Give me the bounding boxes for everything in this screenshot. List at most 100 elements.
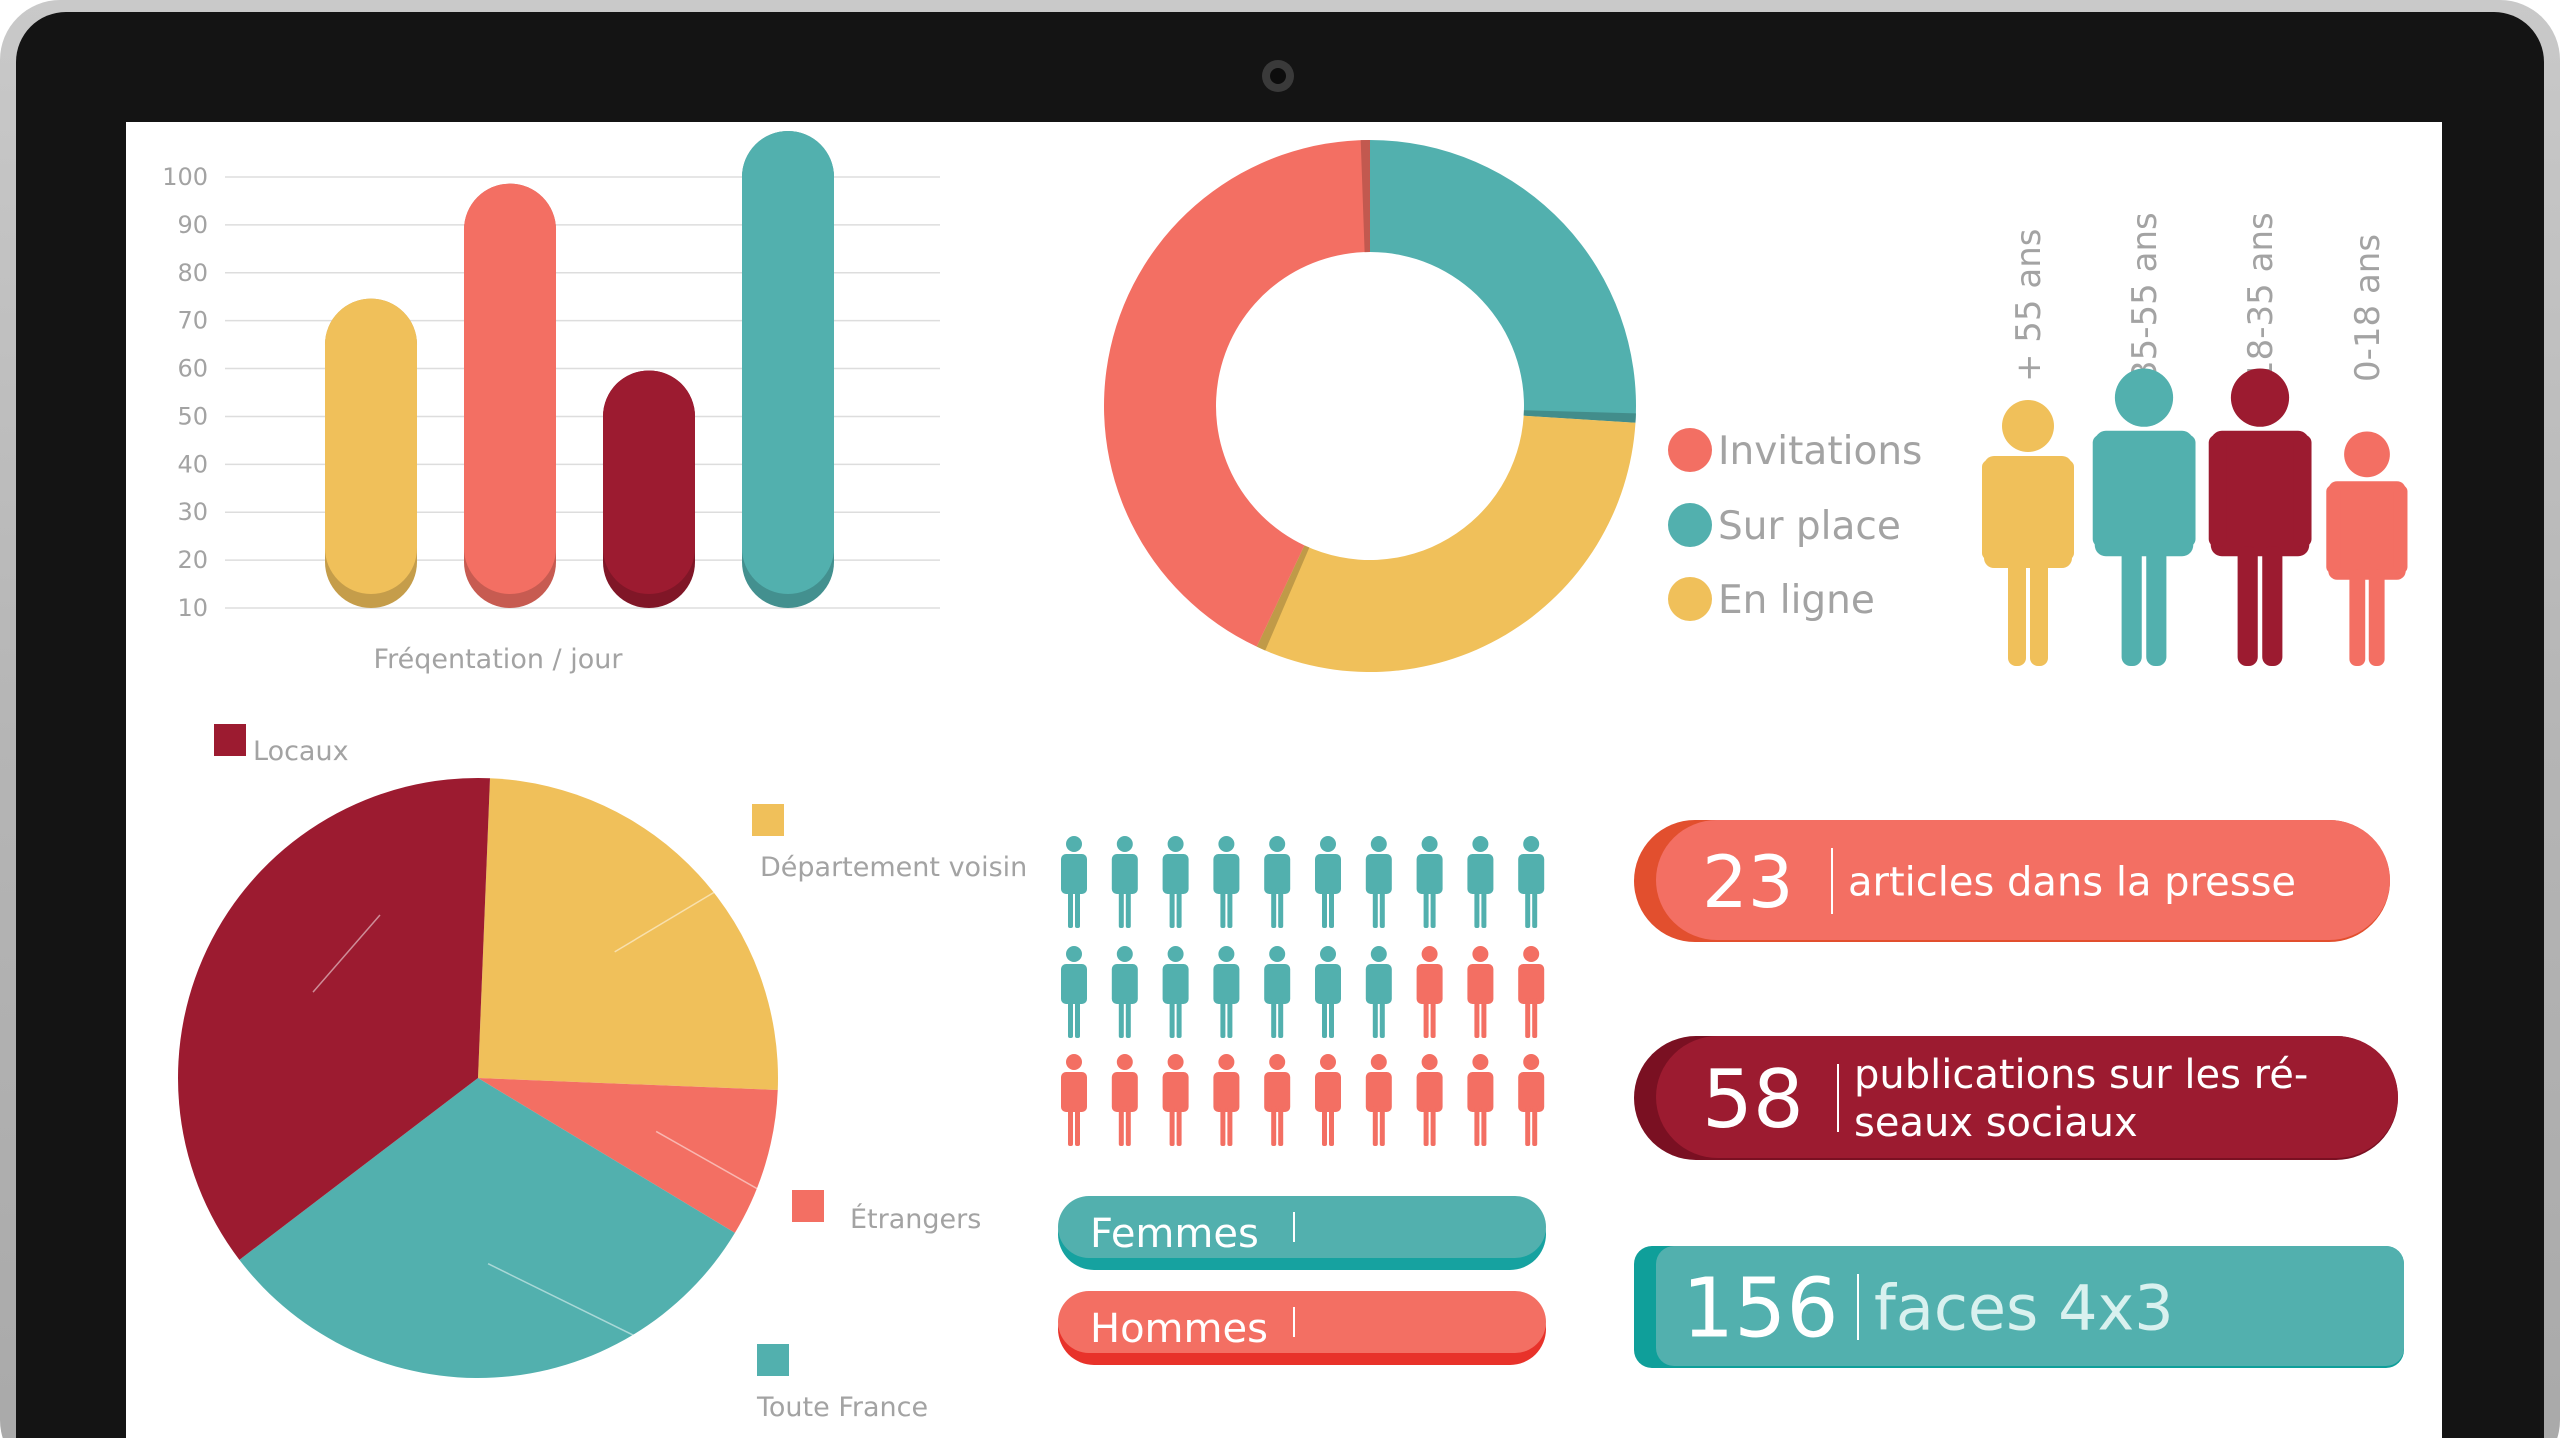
legend-swatch — [1668, 428, 1712, 472]
stat-pill: 23 articles dans la presse — [1634, 820, 2390, 942]
y-tick-label: 80 — [177, 259, 208, 287]
leader-line — [312, 914, 381, 993]
person-figure — [1982, 400, 2074, 666]
donut-slice — [1370, 140, 1636, 423]
person-body — [2094, 430, 2194, 557]
donut-slice — [1103, 140, 1370, 647]
pie-label-text: Locaux — [253, 736, 349, 767]
person-body — [2210, 430, 2310, 557]
person-head — [2114, 368, 2174, 427]
gender-bars: Femmes Hommes — [1058, 1196, 1546, 1365]
gender-bar-label: Femmes — [1090, 1211, 1259, 1257]
pie-label-swatch — [214, 724, 246, 756]
person-body — [2328, 481, 2406, 580]
gender-bar-body — [1058, 1291, 1546, 1353]
legend-label: En ligne — [1718, 578, 1875, 623]
age-group-label: 0-18 ans — [2348, 234, 2388, 382]
age-group: 35-55 ans — [2092, 212, 2196, 666]
donut-slice-edge — [1256, 545, 1310, 651]
stat-pill-body — [1656, 820, 2390, 940]
person-arm — [2393, 485, 2408, 574]
person-arm — [2092, 434, 2111, 547]
bar-body — [325, 298, 417, 594]
y-tick-label: 10 — [177, 594, 208, 622]
bar-body — [603, 370, 695, 594]
bar — [464, 183, 556, 608]
pie-label: Toute France — [487, 1263, 928, 1423]
stat-pill-body — [1656, 1246, 2404, 1366]
y-tick-label: 20 — [177, 546, 208, 574]
pie-label-text: Toute France — [756, 1392, 928, 1423]
person-leg — [2237, 546, 2258, 666]
x-axis-label: Fréqentation / jour — [374, 644, 624, 675]
y-tick-label: 70 — [177, 307, 208, 335]
person-head — [2344, 431, 2390, 478]
stat-pill-body — [1656, 1036, 2398, 1158]
person-leg — [2030, 558, 2048, 666]
age-group: 0-18 ans — [2326, 234, 2408, 666]
webcam-lens-icon — [1270, 68, 1286, 84]
stat-number: 156 — [1682, 1262, 1839, 1357]
person-body — [1984, 456, 2072, 568]
person-leg — [2008, 558, 2026, 666]
person-leg — [2368, 569, 2385, 666]
legend-label: Sur place — [1718, 504, 1901, 549]
donut-slice — [1256, 415, 1636, 673]
bar — [742, 131, 834, 608]
pie-slice — [239, 1078, 735, 1379]
donut-slice-edge — [1523, 410, 1636, 423]
age-group: + 55 ans — [1982, 229, 2074, 666]
pie-label-text: Département voisin — [760, 852, 1027, 883]
pie-label: Locaux — [214, 724, 381, 993]
person-figure — [2092, 368, 2196, 666]
stat-text: articles dans la presse — [1848, 859, 2296, 905]
pie-slice — [478, 1078, 778, 1233]
bar-chart: 10 20 30 40 50 60 70 80 90 100 Fréqentation / jour — [162, 131, 940, 675]
bar-body — [742, 131, 834, 594]
bar-body — [464, 183, 556, 594]
legend-swatch — [1668, 577, 1712, 621]
donut-legend: Invitations Sur place En ligne — [1668, 428, 1922, 623]
gender-bar-body — [1058, 1196, 1546, 1258]
age-group-label: 35-55 ans — [2125, 212, 2165, 382]
person-head — [2230, 368, 2290, 427]
person-head — [2002, 400, 2054, 452]
pie-label-swatch — [752, 804, 784, 836]
donut-slice-edge — [1360, 140, 1370, 253]
stat-text: publications sur les ré- — [1854, 1052, 2308, 1098]
stat-number: 23 — [1702, 840, 1794, 924]
legend-item: Sur place — [1668, 503, 1901, 549]
person-leg — [2121, 546, 2142, 666]
stat-text: faces 4x3 — [1874, 1271, 2174, 1344]
leader-line — [614, 889, 719, 953]
pie-label: Étrangers — [655, 1130, 981, 1235]
legend-label: Invitations — [1718, 429, 1922, 474]
stat-text: seaux sociaux — [1854, 1100, 2138, 1146]
legend-item: Invitations — [1668, 428, 1922, 474]
pie-label-swatch — [757, 1344, 789, 1376]
y-tick-label: 40 — [177, 450, 208, 478]
gender-bar-label: Hommes — [1090, 1306, 1268, 1352]
person-figure — [2326, 431, 2408, 666]
leader-line — [487, 1263, 701, 1369]
person-leg — [2349, 569, 2366, 666]
leader-line — [655, 1130, 771, 1197]
donut-chart — [1103, 140, 1636, 673]
person-arm — [2293, 434, 2312, 547]
y-tick-label: 60 — [177, 355, 208, 383]
legend-swatch — [1668, 503, 1712, 547]
pie-slice — [178, 778, 490, 1260]
bar — [325, 298, 417, 608]
pie-label: Département voisin — [614, 804, 1027, 953]
gender-bar: Femmes — [1058, 1196, 1546, 1270]
y-tick-label: 30 — [177, 498, 208, 526]
person-arm — [2177, 434, 2196, 547]
age-groups-chart: + 55 ans 35-55 ans 18-35 ans 0-18 ans — [1982, 212, 2408, 666]
pie-label-text: Étrangers — [850, 1203, 981, 1235]
pie-slice — [478, 778, 778, 1090]
stat-pill: 58 publications sur les ré-seaux sociaux — [1634, 1036, 2398, 1160]
y-tick-label: 100 — [162, 163, 208, 191]
person-arm — [2058, 460, 2074, 560]
